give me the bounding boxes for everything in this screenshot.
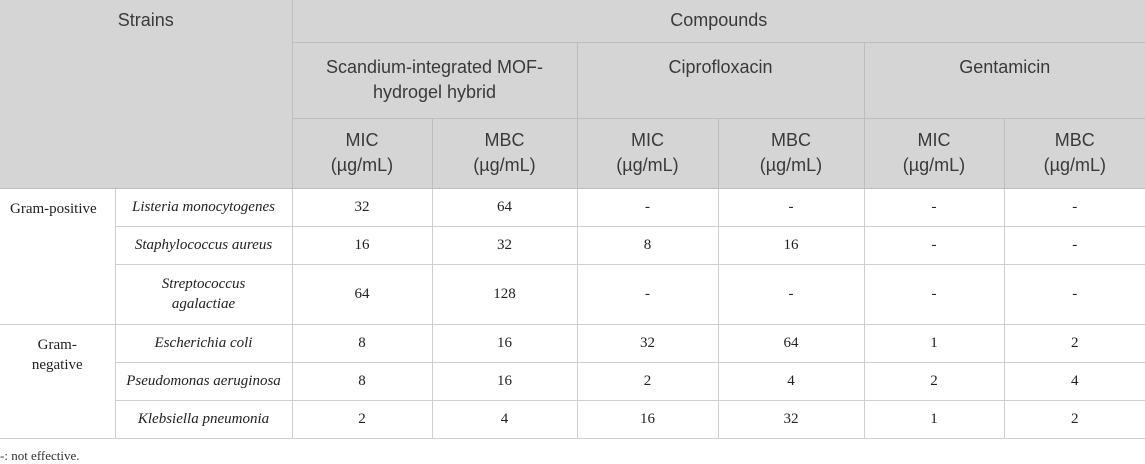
strain-cell: Staphylococcus aureus <box>115 225 293 265</box>
value-cell: 4 <box>717 361 865 401</box>
value-cell: 4 <box>1003 361 1145 401</box>
value-cell: - <box>576 263 719 325</box>
value-cell: 32 <box>576 323 719 363</box>
value-cell: 2 <box>1003 323 1145 363</box>
value-cell: 2 <box>863 361 1005 401</box>
body-row: Gram-positive Listeria monocytogenes 32 64-… <box>0 187 1145 325</box>
column-header: MBC (µg/mL) <box>431 118 578 189</box>
value-cell: 64 <box>291 263 433 325</box>
value-cell: 64 <box>431 187 578 227</box>
table-header: Strains Compounds Scandium-integrated MOF-… <box>0 0 1145 189</box>
strain-cell: Pseudomonas aeruginosa <box>115 361 293 401</box>
value-cell: 8 <box>291 361 433 401</box>
column-header: MBC (µg/mL) <box>1003 118 1145 189</box>
value-cell: 16 <box>291 225 433 265</box>
value-cell: 32 <box>431 225 578 265</box>
body-row: Pseudomonas aeruginosa 8 16 2 4 2 4 <box>0 361 1145 401</box>
value-cell: 8 <box>576 225 719 265</box>
strain-cell: Klebsiella pneumonia <box>115 399 293 439</box>
footnote: -: not effective. <box>0 448 80 463</box>
group-cell: Gram-negative <box>0 323 116 439</box>
value-cell: - <box>717 187 865 227</box>
column-header-text: MIC (µg/mL) <box>616 130 679 175</box>
value-cell: 16 <box>431 361 578 401</box>
strain-cell: Escherichia coli <box>114 323 293 363</box>
value-cell: 128 <box>431 263 578 325</box>
value-cell: 32 <box>291 187 433 227</box>
column-header: MIC (µg/mL) <box>863 118 1005 189</box>
value-cell: - <box>717 263 865 325</box>
column-header: MIC (µg/mL) <box>576 118 719 189</box>
column-header: MBC (µg/mL) <box>717 118 865 189</box>
value-cell: 2 <box>576 361 719 401</box>
body-row: Staphylococcus aureus 16 32 8 16- - <box>0 225 1145 265</box>
value-cell: 1 <box>863 399 1005 439</box>
strains-header: Strains <box>0 0 293 189</box>
value-cell: - <box>1003 225 1145 265</box>
value-cell: - <box>1003 187 1145 227</box>
header-row: MIC (µg/mL) MBC (µg/mL) MIC (µg/mL) MBC (µg… <box>0 118 1145 189</box>
value-cell: 16 <box>431 323 578 363</box>
column-header-text: MIC (µg/mL) <box>902 130 966 175</box>
group-cell: Gram-positive <box>0 187 116 325</box>
compounds-header: Compounds <box>291 0 1145 43</box>
column-header-text: MIC (µg/mL) <box>330 130 394 175</box>
table-body: Gram-positive Listeria monocytogenes 32 64-… <box>0 187 1145 439</box>
value-cell: 16 <box>717 225 865 265</box>
compound-header: Gentamicin <box>863 42 1145 119</box>
value-cell: 4 <box>431 399 578 439</box>
column-header-text: MBC (µg/mL) <box>759 130 823 175</box>
header-row: Strains Compounds <box>0 0 1145 189</box>
strain-cell: Streptococcus agalactiae <box>115 263 293 325</box>
compound-header: Scandium-integrated MOF-hydrogel hybrid <box>292 42 578 119</box>
value-cell: 2 <box>1003 399 1145 439</box>
column-header-text: MBC (µg/mL) <box>1043 130 1106 175</box>
data-table: Strains Compounds Scandium-integrated MOF-… <box>0 0 1145 439</box>
value-cell: - <box>863 225 1005 265</box>
value-cell: 2 <box>291 399 433 439</box>
header-row: Scandium-integrated MOF-hydrogel hybrid C… <box>0 42 1145 119</box>
value-cell: 8 <box>291 323 433 363</box>
compound-header: Ciprofloxacin <box>576 42 865 119</box>
value-cell: 64 <box>717 323 865 363</box>
value-cell: - <box>863 187 1005 227</box>
value-cell: 16 <box>576 399 719 439</box>
value-cell: - <box>1003 263 1145 325</box>
value-cell: - <box>576 187 719 227</box>
strain-cell: Listeria monocytogenes <box>114 187 293 227</box>
body-row: Streptococcus agalactiae 64 128- - - - <box>0 263 1145 325</box>
value-cell: 32 <box>717 399 865 439</box>
body-row: Klebsiella pneumonia 2 4 16 32 1 2 <box>0 399 1145 439</box>
value-cell: - <box>863 263 1005 325</box>
column-header-text: MBC (µg/mL) <box>473 130 536 175</box>
column-header: MIC (µg/mL) <box>292 118 433 189</box>
body-row: Gram-negative Escherichia coli 8 16 32 64 1 2 <box>0 323 1145 439</box>
value-cell: 1 <box>863 323 1005 363</box>
